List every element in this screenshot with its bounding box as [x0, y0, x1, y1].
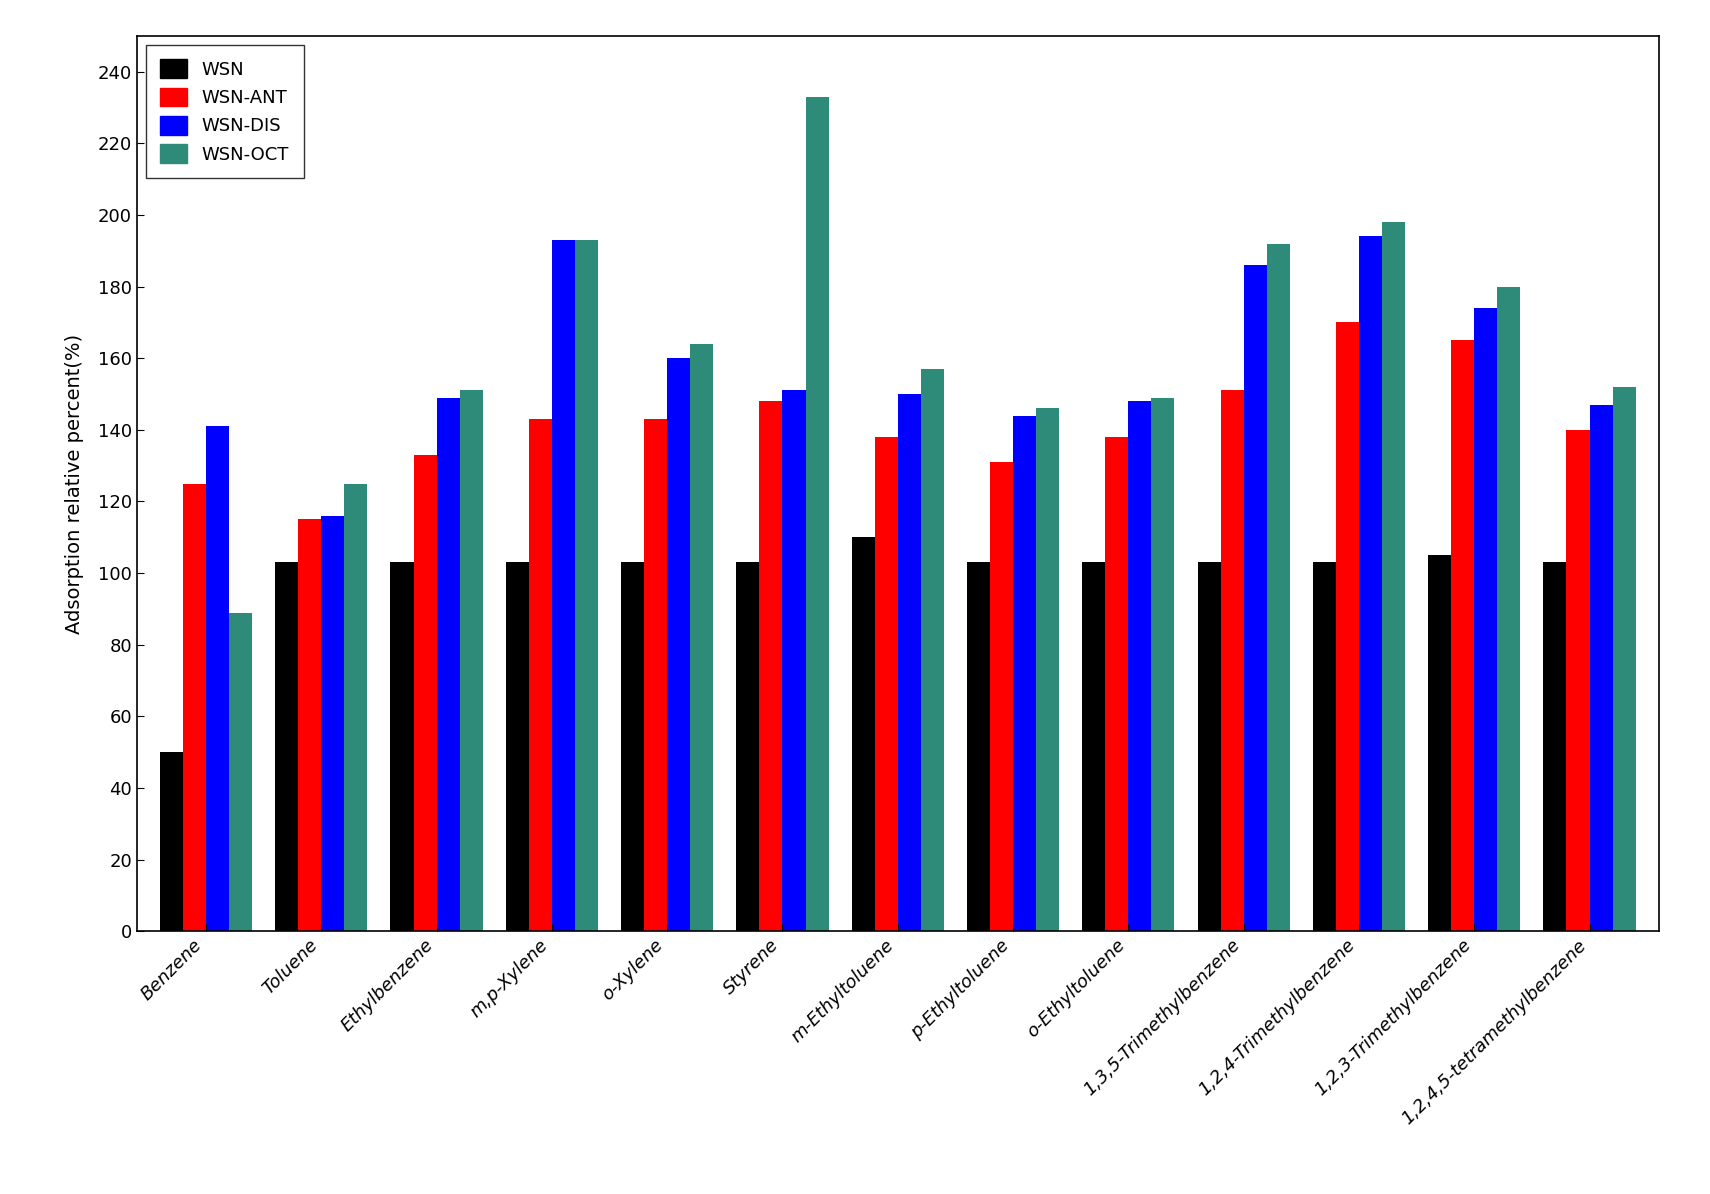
Bar	[805, 97, 829, 931]
Bar	[229, 613, 251, 931]
Bar	[1566, 430, 1590, 931]
Bar	[390, 562, 414, 931]
Bar	[460, 390, 482, 931]
Bar	[1313, 562, 1336, 931]
Bar	[1498, 287, 1520, 931]
Bar	[575, 240, 598, 931]
Bar	[528, 419, 552, 931]
Bar	[1267, 244, 1289, 931]
Bar	[183, 484, 205, 931]
Bar	[275, 562, 298, 931]
Bar	[621, 562, 645, 931]
Bar	[1197, 562, 1221, 931]
Bar	[506, 562, 528, 931]
Bar	[920, 369, 944, 931]
Bar	[667, 358, 691, 931]
Bar	[1221, 390, 1243, 931]
Bar	[1544, 562, 1566, 931]
Bar	[1129, 401, 1151, 931]
Bar	[1382, 222, 1406, 931]
Bar	[1452, 340, 1474, 931]
Bar	[1428, 555, 1452, 931]
Bar	[205, 426, 229, 931]
Bar	[1151, 398, 1175, 931]
Bar	[759, 401, 783, 931]
Bar	[737, 562, 759, 931]
Y-axis label: Adsorption relative percent(%): Adsorption relative percent(%)	[65, 333, 84, 634]
Bar	[691, 344, 713, 931]
Bar	[344, 484, 368, 931]
Bar	[1012, 416, 1036, 931]
Bar	[552, 240, 575, 931]
Bar	[1590, 405, 1613, 931]
Bar	[1359, 236, 1382, 931]
Legend: WSN, WSN-ANT, WSN-DIS, WSN-OCT: WSN, WSN-ANT, WSN-DIS, WSN-OCT	[145, 45, 304, 178]
Bar	[990, 462, 1012, 931]
Bar	[898, 394, 920, 931]
Bar	[783, 390, 805, 931]
Bar	[1243, 265, 1267, 931]
Bar	[1613, 387, 1636, 931]
Bar	[321, 516, 344, 931]
Bar	[1105, 437, 1129, 931]
Bar	[436, 398, 460, 931]
Bar	[966, 562, 990, 931]
Bar	[852, 537, 876, 931]
Bar	[1474, 308, 1498, 931]
Bar	[414, 455, 436, 931]
Bar	[876, 437, 898, 931]
Bar	[1036, 408, 1058, 931]
Bar	[1336, 322, 1359, 931]
Bar	[1082, 562, 1105, 931]
Bar	[298, 519, 321, 931]
Bar	[645, 419, 667, 931]
Bar	[159, 752, 183, 931]
